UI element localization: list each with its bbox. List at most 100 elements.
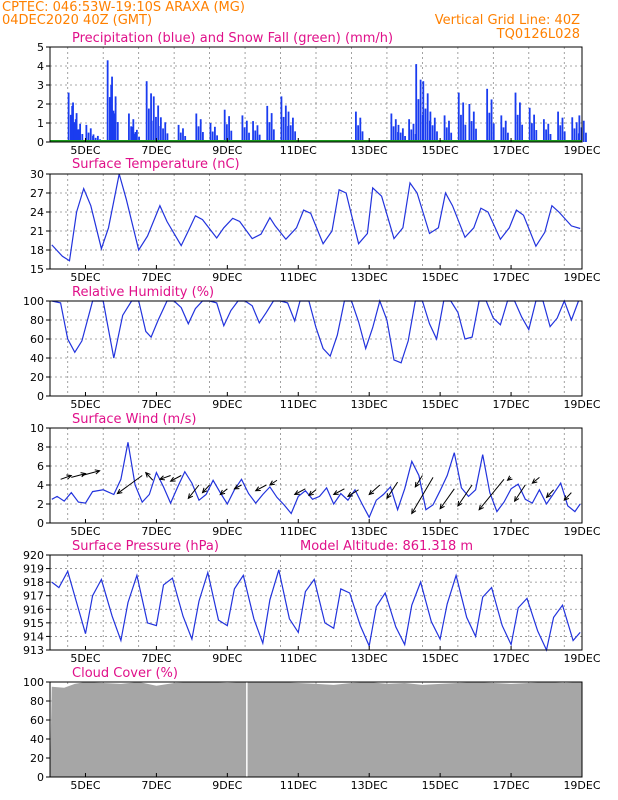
x-tick-label: 19DEC xyxy=(563,652,600,665)
panel-title: Surface Pressure (hPa) xyxy=(72,539,219,554)
header-grid-note: Vertical Grid Line: 40Z xyxy=(435,13,580,28)
x-tick-label: 17DEC xyxy=(493,525,530,538)
wind-arrow-head xyxy=(254,486,261,492)
precip-bar xyxy=(106,60,109,142)
y-tick-label: 20 xyxy=(30,371,44,384)
x-tick-label: 13DEC xyxy=(351,398,388,411)
panel-frame xyxy=(49,173,583,270)
x-tick-label: 9DEC xyxy=(212,779,242,792)
x-tick-label: 17DEC xyxy=(493,779,530,792)
precip-bar xyxy=(472,111,475,142)
x-tick-label: 17DEC xyxy=(493,652,530,665)
precip-bar xyxy=(500,115,503,142)
y-tick-label: 8 xyxy=(37,441,44,454)
panel-cloud: 0 20 40 60 80 100 5DEC 7DEC 9DEC 11DEC 13DEC 15DEC 1… xyxy=(23,666,601,792)
wind-arrow xyxy=(457,484,473,507)
precip-bar xyxy=(431,125,434,142)
wind-arrow xyxy=(386,481,398,499)
panel-annotation: Model Altitude: 861.318 m xyxy=(300,539,473,554)
y-tick-label: 918 xyxy=(23,576,44,589)
wind-arrow-head xyxy=(386,493,392,500)
precip-bar xyxy=(415,64,418,142)
x-tick-label: 19DEC xyxy=(563,779,600,792)
y-tick-label: 920 xyxy=(23,549,44,562)
y-tick-label: 919 xyxy=(23,563,44,576)
wind-arrow-head xyxy=(187,493,194,500)
y-tick-label: 4 xyxy=(37,479,44,492)
x-tick-label: 9DEC xyxy=(212,398,242,411)
wind-arrow xyxy=(234,484,242,490)
y-tick-label: 916 xyxy=(23,603,44,616)
precip-bar xyxy=(464,124,467,142)
series-line xyxy=(51,442,581,519)
precip-bar xyxy=(457,92,460,142)
panel-title: Precipitation (blue) and Snow Fall (gree… xyxy=(72,31,393,46)
precip-bar xyxy=(74,119,77,142)
precip-bar xyxy=(79,123,82,142)
y-tick-label: 1 xyxy=(37,117,44,130)
y-tick-label: 40 xyxy=(30,733,44,746)
wind-arrow xyxy=(269,479,278,486)
precip-bar xyxy=(162,128,164,142)
precip-bar xyxy=(108,97,111,142)
y-tick-label: 3 xyxy=(37,79,44,92)
precip-bar xyxy=(150,93,152,142)
precip-bar xyxy=(289,125,292,142)
x-tick-label: 7DEC xyxy=(141,398,171,411)
wind-arrow xyxy=(414,475,423,488)
panel-title: Relative Humidity (%) xyxy=(72,285,214,300)
x-tick-label: 17DEC xyxy=(493,144,530,157)
x-tick-label: 7DEC xyxy=(141,271,171,284)
wind-arrow-head xyxy=(80,472,87,478)
x-tick-label: 17DEC xyxy=(493,398,530,411)
y-tick-label: 2 xyxy=(37,498,44,511)
y-tick-label: 0 xyxy=(37,136,44,149)
y-tick-label: 20 xyxy=(30,752,44,765)
wind-arrow xyxy=(532,477,540,484)
precip-bar xyxy=(359,117,362,142)
x-tick-label: 15DEC xyxy=(422,525,459,538)
panel-precip: 0 1 2 3 4 5 5DEC 7DEC 9DEC 11DEC 13DEC 15DEC 17DEC 19… xyxy=(37,31,601,157)
precip-bar xyxy=(179,132,182,142)
precip-bar xyxy=(549,134,552,142)
precip-bar xyxy=(211,131,214,142)
x-tick-label: 13DEC xyxy=(351,144,388,157)
precip-bar xyxy=(73,122,76,142)
precip-bar xyxy=(443,115,446,142)
precip-bar xyxy=(96,135,99,142)
precip-bar xyxy=(145,81,148,142)
wind-arrow-head xyxy=(219,489,226,496)
y-tick-label: 0 xyxy=(37,771,44,784)
precip-bar xyxy=(504,120,507,142)
precip-bar xyxy=(245,120,248,142)
header-date: 04DEC2020 40Z (GMT) xyxy=(2,13,152,28)
precip-bar xyxy=(390,113,393,142)
precip-bar xyxy=(488,112,491,142)
y-tick-label: 2 xyxy=(37,98,44,111)
precip-bar xyxy=(92,134,95,142)
precip-bar xyxy=(475,128,477,142)
y-tick-label: 917 xyxy=(23,590,44,603)
wind-arrow xyxy=(368,484,381,495)
precip-bar xyxy=(563,131,566,142)
precip-bar xyxy=(155,116,157,142)
precip-bar xyxy=(547,123,550,142)
wind-arrow-head xyxy=(169,476,176,482)
precip-bar xyxy=(401,128,404,142)
y-tick-label: 100 xyxy=(23,676,44,689)
precip-bar xyxy=(528,107,531,142)
precip-bar xyxy=(166,133,169,142)
x-tick-label: 9DEC xyxy=(212,652,242,665)
precip-bar xyxy=(424,108,427,142)
panel-wind: 0 2 4 6 8 10 5DEC 7DEC 9DEC 11DEC 13DEC 15DEC 17DEC 1… xyxy=(30,412,601,538)
x-tick-label: 5DEC xyxy=(70,652,100,665)
x-tick-label: 9DEC xyxy=(212,271,242,284)
wind-arrow xyxy=(219,488,228,495)
series-line xyxy=(51,569,581,652)
x-tick-label: 7DEC xyxy=(141,652,171,665)
wind-arrow xyxy=(60,475,72,480)
wind-arrow-head xyxy=(545,492,552,499)
wind-arrow xyxy=(563,492,572,501)
